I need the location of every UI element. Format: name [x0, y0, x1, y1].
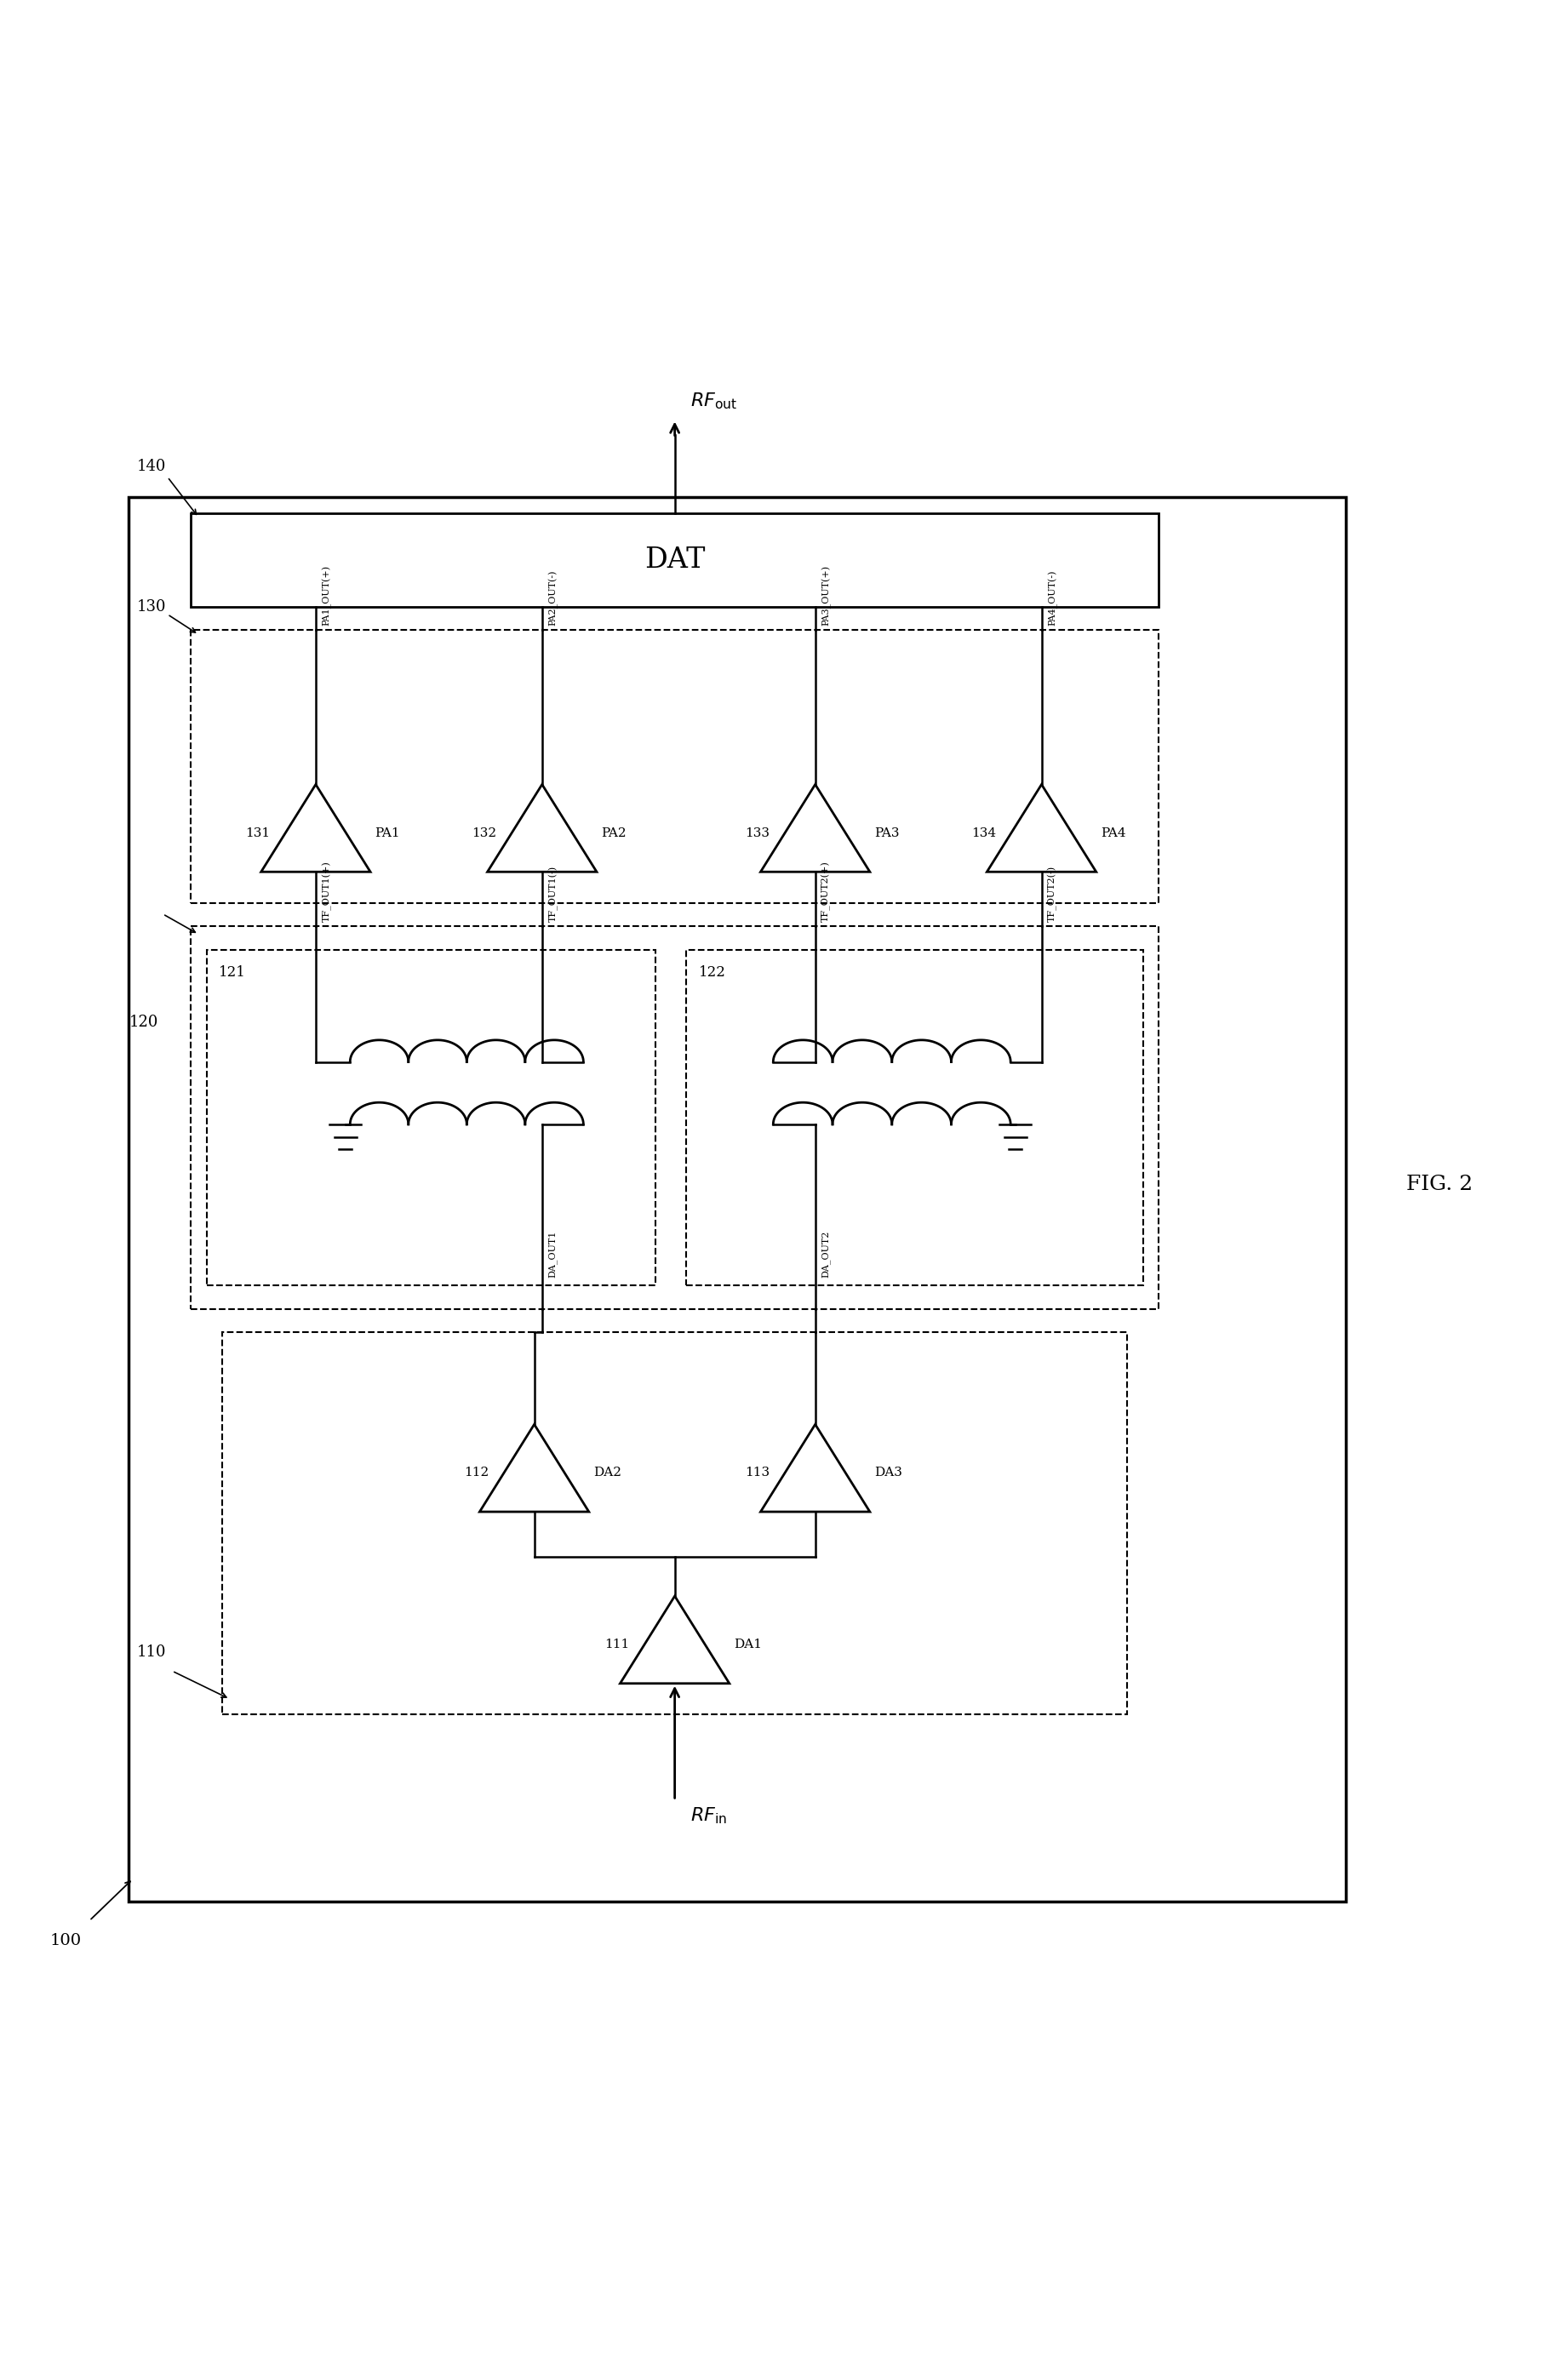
- Text: PA4: PA4: [1101, 829, 1126, 841]
- Text: DA3: DA3: [875, 1466, 903, 1478]
- Text: TF_OUT1(+): TF_OUT1(+): [321, 860, 331, 921]
- Bar: [191, 926, 1159, 1310]
- Bar: [191, 514, 1159, 606]
- Text: 133: 133: [745, 829, 770, 841]
- Text: FIG. 2: FIG. 2: [1406, 1175, 1472, 1193]
- Text: TF_OUT2(-): TF_OUT2(-): [1047, 864, 1057, 921]
- Text: 120: 120: [130, 1014, 158, 1030]
- Text: 130: 130: [136, 599, 166, 613]
- Text: $RF_{\rm out}$: $RF_{\rm out}$: [690, 391, 737, 412]
- Text: 132: 132: [472, 829, 497, 841]
- Text: PA2_OUT(-): PA2_OUT(-): [549, 568, 558, 625]
- Text: 134: 134: [971, 829, 996, 841]
- Text: 121: 121: [220, 966, 246, 980]
- Text: 131: 131: [246, 829, 270, 841]
- Text: 113: 113: [745, 1466, 770, 1478]
- Text: 110: 110: [136, 1646, 166, 1660]
- Text: 140: 140: [138, 459, 166, 474]
- Text: PA3_OUT(+): PA3_OUT(+): [822, 564, 831, 625]
- Text: PA1_OUT(+): PA1_OUT(+): [321, 564, 331, 625]
- Text: PA1: PA1: [375, 829, 400, 841]
- Bar: [207, 950, 655, 1286]
- Text: DA_OUT2: DA_OUT2: [822, 1231, 831, 1279]
- Text: TF_OUT2(+): TF_OUT2(+): [822, 860, 831, 921]
- Text: PA2: PA2: [602, 829, 627, 841]
- Bar: [687, 950, 1143, 1286]
- Bar: [129, 497, 1345, 1902]
- Text: DA1: DA1: [734, 1639, 762, 1650]
- Text: PA4_OUT(-): PA4_OUT(-): [1047, 568, 1057, 625]
- Text: PA3: PA3: [875, 829, 900, 841]
- Text: $RF_{\rm in}$: $RF_{\rm in}$: [690, 1807, 728, 1826]
- Text: DAT: DAT: [644, 547, 706, 573]
- Text: 111: 111: [605, 1639, 629, 1650]
- Text: 112: 112: [464, 1466, 489, 1478]
- Text: TF_OUT1(-): TF_OUT1(-): [549, 864, 558, 921]
- Text: 100: 100: [50, 1932, 82, 1949]
- Text: DA2: DA2: [594, 1466, 621, 1478]
- Text: 122: 122: [699, 966, 726, 980]
- Bar: [191, 630, 1159, 902]
- Bar: [223, 1333, 1127, 1714]
- Text: DA_OUT1: DA_OUT1: [549, 1231, 558, 1279]
